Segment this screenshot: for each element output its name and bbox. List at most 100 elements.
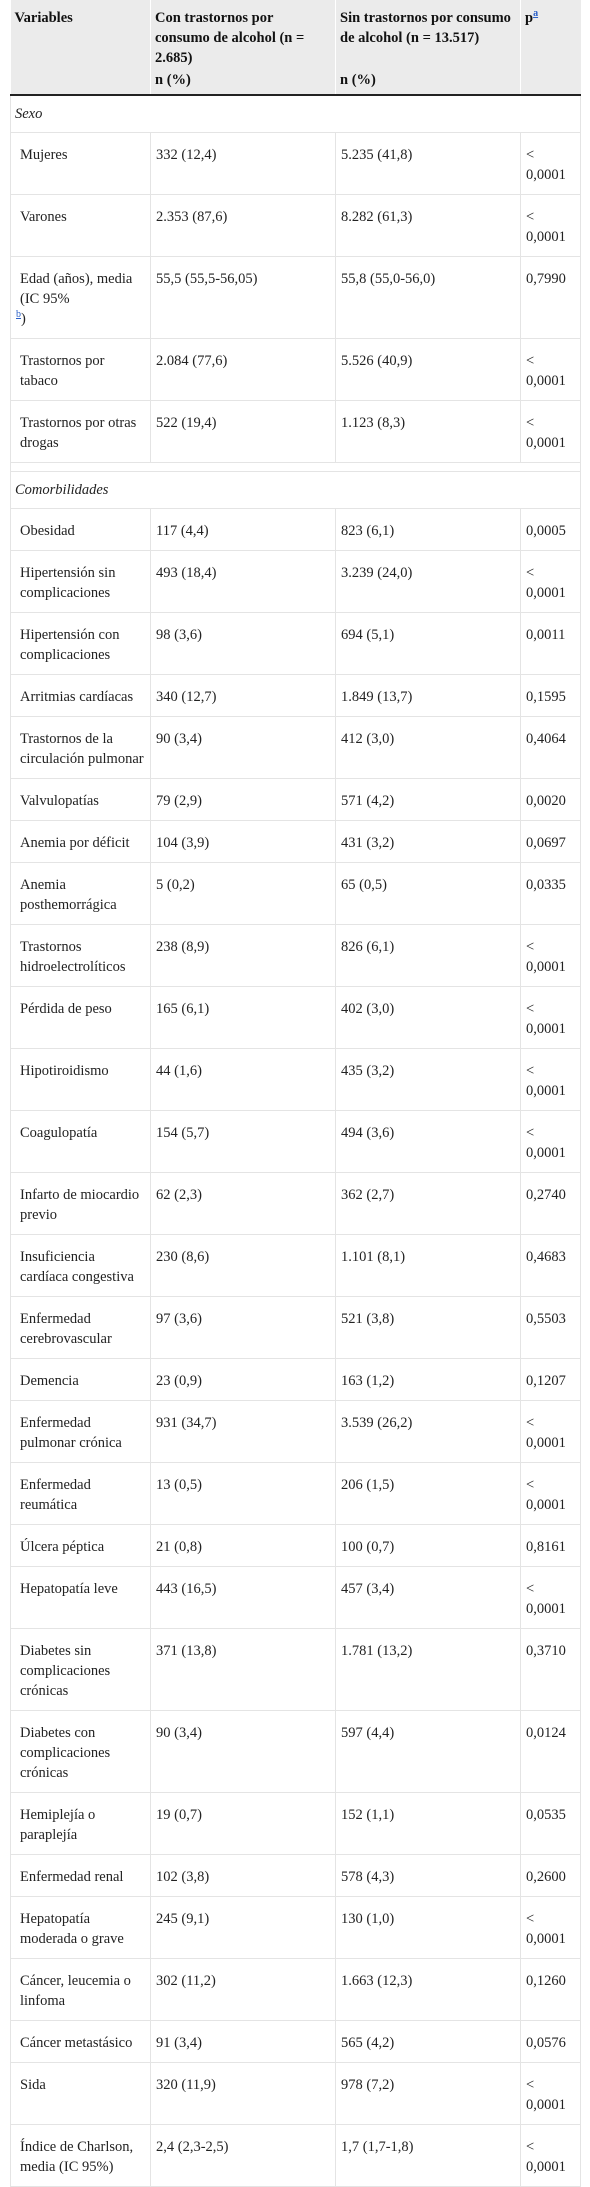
value-with-alcohol: 340 (12,7) [150,674,336,717]
value-without-alcohol: 8.282 (61,3) [335,194,521,257]
table-row: Demencia 23 (0,9) 163 (1,2) 0,1207 [10,1358,581,1401]
p-value: < 0,0001 [520,400,581,463]
value-with-alcohol: 104 (3,9) [150,820,336,863]
value-without-alcohol: 3.239 (24,0) [335,550,521,613]
p-value: 0,1595 [520,674,581,717]
row-label-cell: Varones [10,194,151,257]
value-with-alcohol: 90 (3,4) [150,716,336,779]
row-label-cell: Insuficiencia cardíaca congestiva [10,1234,151,1297]
row-label-cell: Hipertensión sin complicaciones [10,550,151,613]
value-without-alcohol: 1.849 (13,7) [335,674,521,717]
p-value: < 0,0001 [520,194,581,257]
row-label-cell: Trastornos de la circulación pulmonar [10,716,151,779]
table-row: Edad (años), media (IC 95% b) 55,5 (55,5-5… [10,256,581,339]
table-row: Trastornos de la circulación pulmonar 90 … [10,716,581,779]
table-row: Hipertensión con complicaciones 98 (3,6) 6… [10,612,581,675]
header-with-alcohol: Con trastornos por consumo de alcohol (n… [150,0,336,70]
p-value: < 0,0001 [520,986,581,1049]
value-with-alcohol: 5 (0,2) [150,862,336,925]
footnote-link-b[interactable]: b [16,309,21,321]
p-value: 0,2600 [520,1854,581,1897]
value-with-alcohol: 931 (34,7) [150,1400,336,1463]
row-label: Hipotiroidismo [20,1063,109,1079]
row-label: Trastornos hidroelectrolíticos [20,939,126,975]
value-with-alcohol: 245 (9,1) [150,1896,336,1959]
row-label-cell: Pérdida de peso [10,986,151,1049]
value-with-alcohol: 332 (12,4) [150,132,336,195]
row-label-cell: Enfermedad cerebrovascular [10,1296,151,1359]
value-with-alcohol: 238 (8,9) [150,924,336,987]
row-label: Pérdida de peso [20,1001,112,1017]
table-row: Enfermedad pulmonar crónica 931 (34,7) 3.5… [10,1400,581,1463]
row-label: Hipertensión con complicaciones [20,627,120,663]
table-row: Coagulopatía 154 (5,7) 494 (3,6) < 0,0001 [10,1110,581,1173]
p-value: 0,0697 [520,820,581,863]
value-with-alcohol: 23 (0,9) [150,1358,336,1401]
table-row: Enfermedad reumática 13 (0,5) 206 (1,5) < 0… [10,1462,581,1525]
row-label: Demencia [20,1373,79,1389]
row-label-cell: Coagulopatía [10,1110,151,1173]
p-value: 0,0011 [520,612,581,675]
table-row: Índice de Charlson, media (IC 95%) 2,4 (2… [10,2124,581,2187]
value-without-alcohol: 435 (3,2) [335,1048,521,1111]
row-label: Coagulopatía [20,1125,98,1141]
p-value: 0,4064 [520,716,581,779]
value-with-alcohol: 62 (2,3) [150,1172,336,1235]
value-without-alcohol: 362 (2,7) [335,1172,521,1235]
value-without-alcohol: 494 (3,6) [335,1110,521,1173]
value-with-alcohol: 443 (16,5) [150,1566,336,1629]
table-row: Trastornos por tabaco 2.084 (77,6) 5.526 (… [10,338,581,401]
p-value: 0,0020 [520,778,581,821]
value-with-alcohol: 2.084 (77,6) [150,338,336,401]
table-row: Úlcera péptica 21 (0,8) 100 (0,7) 0,8161 [10,1524,581,1567]
row-label-cell: Diabetes con complicaciones crónicas [10,1710,151,1793]
table-header: Variables Con trastornos por consumo de … [10,0,581,96]
row-label: Hemiplejía o paraplejía [20,1807,96,1843]
header-unit-with: n (%) [150,70,336,96]
value-with-alcohol: 2,4 (2,3-2,5) [150,2124,336,2187]
table-row: Diabetes sin complicaciones crónicas 371 … [10,1628,581,1711]
value-with-alcohol: 21 (0,8) [150,1524,336,1567]
row-label: Obesidad [20,523,75,539]
row-label: Enfermedad reumática [20,1477,91,1513]
row-label: Infarto de miocardio previo [20,1187,140,1223]
row-label-cell: Enfermedad reumática [10,1462,151,1525]
table-row: Enfermedad renal 102 (3,8) 578 (4,3) 0,2600 [10,1854,581,1897]
value-with-alcohol: 371 (13,8) [150,1628,336,1711]
value-with-alcohol: 98 (3,6) [150,612,336,675]
row-label: Insuficiencia cardíaca congestiva [20,1249,134,1285]
row-label-cell: Enfermedad renal [10,1854,151,1897]
table-row: Obesidad 117 (4,4) 823 (6,1) 0,0005 [10,508,581,551]
value-without-alcohol: 412 (3,0) [335,716,521,779]
table-row: Trastornos por otras drogas 522 (19,4) 1.1… [10,400,581,463]
value-without-alcohol: 597 (4,4) [335,1710,521,1793]
value-without-alcohol: 206 (1,5) [335,1462,521,1525]
table-row: Mujeres 332 (12,4) 5.235 (41,8) < 0,0001 [10,132,581,195]
value-with-alcohol: 79 (2,9) [150,778,336,821]
row-label: Valvulopatías [20,793,99,809]
table-row: Valvulopatías 79 (2,9) 571 (4,2) 0,0020 [10,778,581,821]
value-without-alcohol: 100 (0,7) [335,1524,521,1567]
p-value: 0,5503 [520,1296,581,1359]
value-without-alcohol: 1.101 (8,1) [335,1234,521,1297]
value-without-alcohol: 152 (1,1) [335,1792,521,1855]
value-with-alcohol: 230 (8,6) [150,1234,336,1297]
p-value: 0,8161 [520,1524,581,1567]
row-label-cell: Valvulopatías [10,778,151,821]
value-with-alcohol: 55,5 (55,5-56,05) [150,256,336,339]
table-row: Arritmias cardíacas 340 (12,7) 1.849 (13,7… [10,674,581,717]
value-without-alcohol: 826 (6,1) [335,924,521,987]
p-value: 0,1260 [520,1958,581,2021]
value-without-alcohol: 565 (4,2) [335,2020,521,2063]
p-value: 0,2740 [520,1172,581,1235]
header-p-label: p [525,10,534,26]
footnote-link-a[interactable]: a [533,8,539,20]
value-without-alcohol: 1.663 (12,3) [335,1958,521,2021]
section-title: Comorbilidades [10,471,581,509]
value-without-alcohol: 3.539 (26,2) [335,1400,521,1463]
row-label: Edad (años), media (IC 95% [20,271,133,307]
row-label: Hepatopatía moderada o grave [20,1911,124,1947]
p-value: 0,1207 [520,1358,581,1401]
table-row: Anemia por déficit 104 (3,9) 431 (3,2) 0,06… [10,820,581,863]
value-without-alcohol: 457 (3,4) [335,1566,521,1629]
